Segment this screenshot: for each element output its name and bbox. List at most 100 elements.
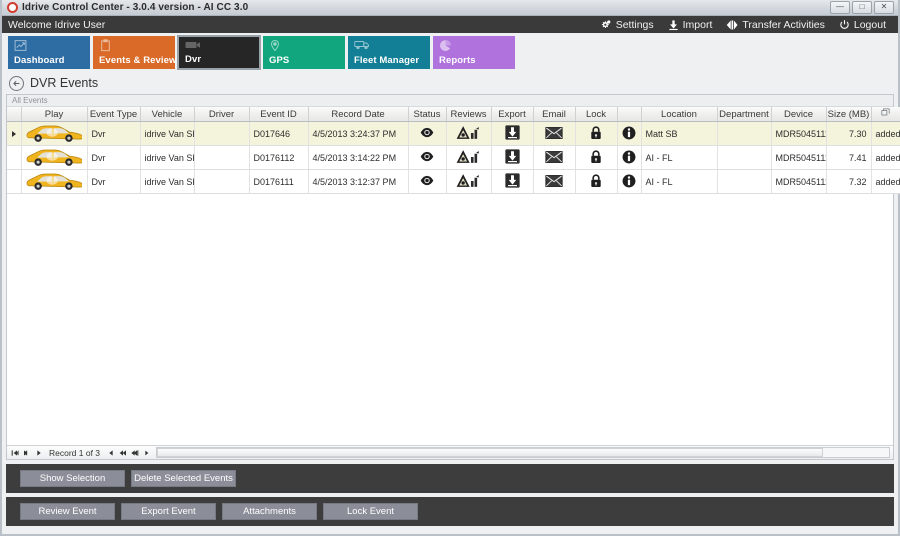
cell-info[interactable] xyxy=(617,121,642,146)
transfer-icon xyxy=(726,19,738,31)
cell-email[interactable] xyxy=(533,145,576,170)
selection-actions-panel: Show Selection Delete Selected Events xyxy=(6,464,894,493)
row-selector[interactable] xyxy=(7,121,22,146)
cell-status[interactable] xyxy=(408,169,447,194)
cell-reviews[interactable] xyxy=(446,169,492,194)
prev-page-button[interactable] xyxy=(22,448,31,457)
review-event-button[interactable]: Review Event xyxy=(20,503,115,520)
column-header-location[interactable]: Location xyxy=(641,107,718,122)
cell-info[interactable] xyxy=(617,169,642,194)
cell-lock[interactable] xyxy=(575,121,618,146)
welcome-actions: Settings Import xyxy=(600,19,892,31)
nav-card-label: GPS xyxy=(269,55,290,66)
table-body: Dvr idrive Van SB D017646 4/5/2013 3:24:37 … xyxy=(7,121,900,194)
grid-group-header: All Events xyxy=(7,95,893,107)
cell-record_date: 4/5/2013 3:14:22 PM xyxy=(308,145,409,170)
cell-play[interactable] xyxy=(21,121,88,146)
column-header-department[interactable]: Department xyxy=(717,107,772,122)
column-header-export[interactable]: Export xyxy=(491,107,534,122)
cell-driver xyxy=(194,145,250,170)
prev-record-button[interactable] xyxy=(34,448,43,457)
column-header-lock[interactable]: Lock xyxy=(575,107,618,122)
column-header-driver[interactable]: Driver xyxy=(194,107,250,122)
column-header-reviews[interactable]: Reviews xyxy=(446,107,492,122)
car-icon xyxy=(26,125,82,142)
cell-device: MDR504511155 xyxy=(771,145,827,170)
nav-card-dvr[interactable]: Dvr xyxy=(177,35,261,70)
cell-email[interactable] xyxy=(533,121,576,146)
nav-card-dashboard[interactable]: Dashboard xyxy=(8,36,90,69)
table-row[interactable]: Dvr idrive Van SB D017646 4/5/2013 3:24:37 … xyxy=(7,121,900,146)
nav-card-reports[interactable]: Reports xyxy=(433,36,515,69)
nav-card-gps[interactable]: GPS xyxy=(263,36,345,69)
nav-card-fleet-manager[interactable]: Fleet Manager xyxy=(348,36,430,69)
cell-department xyxy=(717,121,772,146)
show-selection-button[interactable]: Show Selection xyxy=(20,470,125,487)
column-header-vehicle[interactable]: Vehicle xyxy=(140,107,195,122)
row-selector[interactable] xyxy=(7,145,22,170)
cell-department xyxy=(717,145,772,170)
nav-card-events-reviews[interactable]: Events & Reviews xyxy=(93,36,182,69)
info-icon xyxy=(622,126,636,142)
cell-vehicle: idrive Van SB xyxy=(140,169,195,194)
maximize-button[interactable]: □ xyxy=(852,1,872,14)
export-download-icon xyxy=(504,149,520,166)
first-record-button[interactable] xyxy=(10,448,19,457)
cell-export[interactable] xyxy=(491,121,534,146)
minimize-button[interactable]: — xyxy=(830,1,850,14)
export-event-button[interactable]: Export Event xyxy=(121,503,216,520)
horizontal-scrollbar[interactable] xyxy=(156,447,890,458)
cell-location: Matt SB xyxy=(641,121,718,146)
back-button[interactable] xyxy=(9,75,24,91)
cell-lock[interactable] xyxy=(575,169,618,194)
envelope-icon xyxy=(545,174,563,189)
cell-play[interactable] xyxy=(21,169,88,194)
camera-icon xyxy=(185,40,201,53)
column-header-status[interactable]: Status xyxy=(408,107,447,122)
column-header-event_id[interactable]: Event ID xyxy=(249,107,309,122)
cell-email[interactable] xyxy=(533,169,576,194)
column-header-sel[interactable] xyxy=(7,107,22,122)
column-header-device[interactable]: Device xyxy=(771,107,827,122)
column-chooser-icon[interactable] xyxy=(881,108,890,120)
close-button[interactable]: ✕ xyxy=(874,1,894,14)
attachments-button[interactable]: Attachments xyxy=(222,503,317,520)
info-icon xyxy=(622,150,636,166)
scrollbar-thumb[interactable] xyxy=(157,448,824,457)
logout-button[interactable]: Logout xyxy=(839,19,886,31)
table-row[interactable]: Dvr idrive Van SB D0176112 4/5/2013 3:14:22… xyxy=(7,145,900,170)
lock-event-button[interactable]: Lock Event xyxy=(323,503,418,520)
pager-extra-button[interactable] xyxy=(142,448,151,457)
transfer-activities-button[interactable]: Transfer Activities xyxy=(726,19,825,31)
column-header-email[interactable]: Email xyxy=(533,107,576,122)
cell-export[interactable] xyxy=(491,145,534,170)
cell-lock[interactable] xyxy=(575,145,618,170)
cell-reviews[interactable] xyxy=(446,121,492,146)
cell-reviews[interactable] xyxy=(446,145,492,170)
last-record-button[interactable] xyxy=(130,448,139,457)
delete-selected-events-button[interactable]: Delete Selected Events xyxy=(131,470,236,487)
cell-play[interactable] xyxy=(21,145,88,170)
cell-device: MDR504511155 xyxy=(771,121,827,146)
column-header-history[interactable]: History xyxy=(871,107,900,122)
column-header-info[interactable] xyxy=(617,107,642,122)
column-header-play[interactable]: Play xyxy=(21,107,88,122)
column-header-event_type[interactable]: Event Type xyxy=(87,107,141,122)
next-record-button[interactable] xyxy=(106,448,115,457)
settings-button[interactable]: Settings xyxy=(600,19,654,31)
import-button[interactable]: Import xyxy=(668,19,712,31)
next-page-button[interactable] xyxy=(118,448,127,457)
cell-status[interactable] xyxy=(408,121,447,146)
table-row[interactable]: Dvr idrive Van SB D0176111 4/5/2013 3:12:37… xyxy=(7,169,900,194)
window-title: Idrive Control Center - 3.0.4 version - … xyxy=(22,2,249,13)
cell-info[interactable] xyxy=(617,145,642,170)
column-header-size[interactable]: Size (MB) xyxy=(826,107,872,122)
column-header-record_date[interactable]: Record Date xyxy=(308,107,409,122)
cell-status[interactable] xyxy=(408,145,447,170)
row-selector[interactable] xyxy=(7,169,22,194)
window-titlebar: Idrive Control Center - 3.0.4 version - … xyxy=(2,0,898,16)
cell-export[interactable] xyxy=(491,169,534,194)
eye-icon xyxy=(420,151,434,164)
cell-history: added by Idrive User on loca xyxy=(871,145,900,170)
